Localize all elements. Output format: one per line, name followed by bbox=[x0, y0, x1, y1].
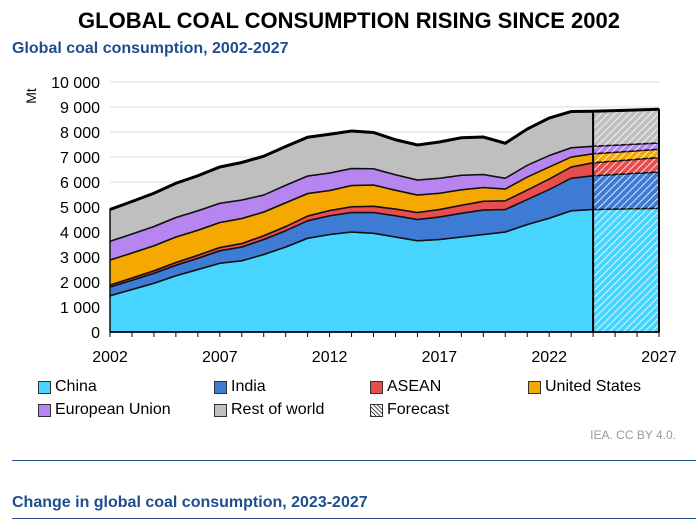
legend-item: Forecast bbox=[370, 401, 449, 419]
forecast-hatch bbox=[593, 208, 659, 332]
y-tick-label: 8 000 bbox=[60, 125, 100, 142]
y-tick-label: 9 000 bbox=[60, 100, 100, 117]
y-tick-label: 5 000 bbox=[60, 200, 100, 217]
legend-label: India bbox=[231, 378, 266, 395]
y-tick-label: 0 bbox=[91, 325, 100, 342]
legend-label: China bbox=[55, 378, 97, 395]
y-axis-label: Mt bbox=[23, 88, 39, 104]
legend-item: ASEAN bbox=[370, 378, 441, 396]
x-tick-label: 2007 bbox=[202, 349, 238, 366]
chart-title: Global coal consumption, 2002-2027 bbox=[12, 40, 289, 57]
x-tick-label: 2017 bbox=[422, 349, 458, 366]
page-title: GLOBAL COAL CONSUMPTION RISING SINCE 200… bbox=[78, 8, 620, 33]
y-tick-label: 3 000 bbox=[60, 250, 100, 267]
legend-swatch bbox=[528, 380, 541, 394]
forecast-hatch bbox=[593, 149, 659, 163]
legend-swatch bbox=[370, 403, 383, 417]
x-tick-label: 2002 bbox=[92, 349, 128, 366]
legend-item: United States bbox=[528, 378, 641, 396]
next-chart-title: Change in global coal consumption, 2023-… bbox=[12, 494, 368, 511]
legend-label: Rest of world bbox=[231, 401, 325, 418]
legend-swatch bbox=[214, 403, 227, 417]
legend-swatch bbox=[38, 380, 51, 394]
forecast-hatch bbox=[593, 109, 659, 147]
x-tick-label: 2012 bbox=[312, 349, 348, 366]
legend-label: European Union bbox=[55, 401, 171, 418]
y-tick-label: 6 000 bbox=[60, 175, 100, 192]
y-tick-label: 10 000 bbox=[51, 75, 100, 92]
x-tick-label: 2022 bbox=[531, 349, 567, 366]
y-tick-label: 1 000 bbox=[60, 300, 100, 317]
legend-item: India bbox=[214, 378, 266, 396]
legend-item: Rest of world bbox=[214, 401, 324, 419]
legend-item: European Union bbox=[38, 401, 171, 419]
y-tick-label: 2 000 bbox=[60, 275, 100, 292]
total-line bbox=[109, 107, 660, 211]
legend-swatch bbox=[214, 380, 227, 394]
forecast-hatch bbox=[593, 172, 659, 210]
y-tick-label: 4 000 bbox=[60, 225, 100, 242]
legend-swatch bbox=[38, 403, 51, 417]
legend-label: ASEAN bbox=[387, 378, 442, 395]
y-tick-label: 7 000 bbox=[60, 150, 100, 167]
legend-label: Forecast bbox=[387, 401, 450, 418]
divider bbox=[12, 460, 696, 461]
x-tick-label: 2027 bbox=[641, 349, 677, 366]
source-note: IEA. CC BY 4.0. bbox=[590, 428, 676, 442]
legend-label: United States bbox=[545, 378, 642, 395]
legend-item: China bbox=[38, 378, 97, 396]
divider bbox=[12, 518, 696, 519]
legend-swatch bbox=[370, 380, 383, 394]
